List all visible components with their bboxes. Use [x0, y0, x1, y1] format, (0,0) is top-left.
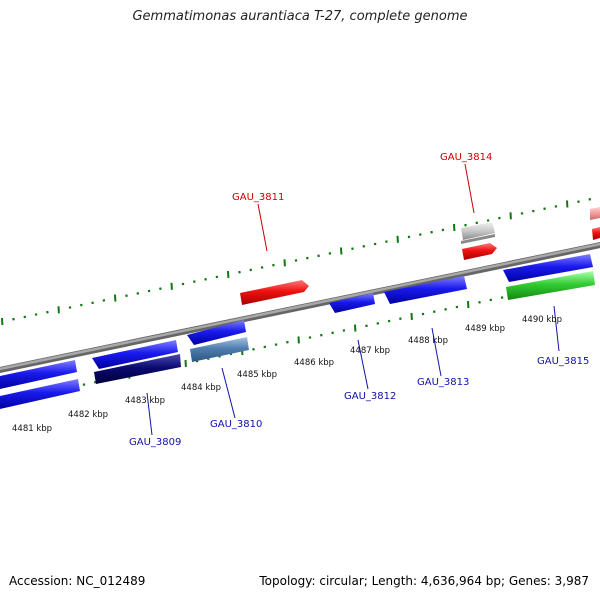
leader-gau-3811: [257, 203, 268, 252]
topology-text: Topology: circular; Length: 4,636,964 bp…: [259, 574, 589, 588]
leader-gau-3814: [464, 163, 475, 214]
kbp-label: 4482 kbp: [68, 410, 108, 420]
gene-gau-3815-green-cds: [506, 271, 595, 300]
kbp-scale-labels: 4481 kbp 4482 kbp 4483 kbp 4484 kbp 4485…: [12, 315, 562, 434]
kbp-label: 4487 kbp: [350, 346, 390, 356]
gene-pink-cds-edge: [590, 207, 600, 220]
leader-gau-3810: [221, 367, 236, 419]
gene-gau-3811-cds: [240, 280, 309, 305]
gene-red-cds-edge: [592, 227, 600, 240]
genome-backbone: [0, 242, 600, 373]
gene-gau-3814-grey-underline: [461, 234, 495, 244]
gene-gau-3810-cds: [92, 340, 178, 369]
gene-label-gau-3809: GAU_3809: [129, 437, 181, 448]
gene-labels: GAU_3811 GAU_3814 GAU_3809 GAU_3810 GAU_…: [129, 152, 589, 448]
accession-text: Accession: NC_012489: [9, 574, 146, 588]
gene-label-gau-3812: GAU_3812: [344, 391, 396, 402]
gene-label-gau-3814: GAU_3814: [440, 152, 492, 163]
gene-gau-3809-lower-cds: [0, 379, 80, 409]
gene-label-gau-3810: GAU_3810: [210, 419, 262, 430]
gene-gau-3812-cds: [329, 293, 375, 313]
leader-gau-3815: [553, 305, 560, 352]
gene-gau-3809-cds: [0, 360, 77, 389]
gene-gau-3810-dark-cds: [94, 354, 181, 384]
map-title: Gemmatimonas aurantiaca T-27, complete g…: [132, 9, 468, 24]
label-leader-lines: [146, 163, 560, 436]
gene-gau-3813-cds: [384, 276, 467, 304]
kbp-label: 4490 kbp: [522, 315, 562, 325]
kbp-label: 4481 kbp: [12, 424, 52, 434]
gene-gau-3810b-cds: [187, 320, 246, 345]
kbp-label: 4484 kbp: [181, 383, 221, 393]
gene-gau-3814-red-cds: [462, 243, 497, 260]
gene-label-gau-3811: GAU_3811: [232, 192, 284, 203]
kbp-label: 4483 kbp: [125, 396, 165, 406]
kbp-label: 4485 kbp: [237, 370, 277, 380]
gene-gau-3810-steel-cds: [190, 337, 249, 362]
leader-gau-3812: [357, 339, 369, 390]
reverse-strand-features: [0, 254, 595, 409]
gene-label-gau-3815: GAU_3815: [537, 356, 589, 367]
kbp-label: 4486 kbp: [294, 358, 334, 368]
gene-gau-3814-cds: [461, 222, 495, 240]
dotted-tick-rows: [1, 198, 594, 403]
gene-gau-3815-cds: [503, 254, 593, 282]
leader-gau-3809: [146, 392, 153, 436]
kbp-label: 4489 kbp: [465, 324, 505, 334]
forward-strand-features: [240, 207, 600, 305]
gene-label-gau-3813: GAU_3813: [417, 377, 469, 388]
leader-gau-3813: [431, 327, 442, 377]
kbp-label: 4488 kbp: [408, 336, 448, 346]
